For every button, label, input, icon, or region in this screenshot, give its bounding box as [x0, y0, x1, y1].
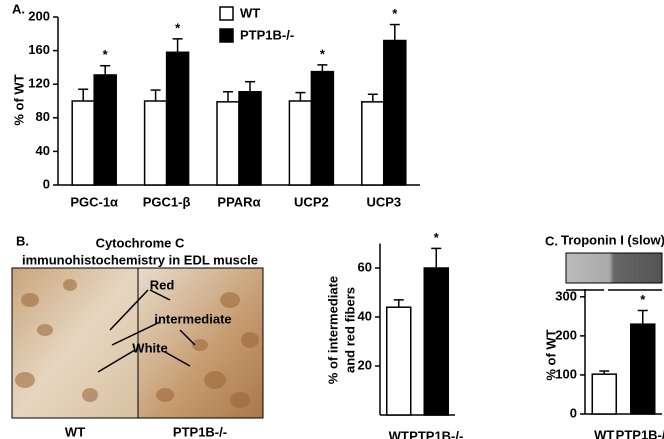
bar — [165, 51, 190, 186]
bar — [591, 373, 617, 415]
bar — [238, 91, 262, 186]
bar — [71, 100, 95, 186]
y-axis-label: and red fibers — [342, 287, 357, 373]
bar — [630, 323, 656, 415]
y-tick-label: 100 — [555, 366, 577, 381]
significance-label: * — [175, 20, 181, 35]
fiber-texture — [15, 279, 259, 408]
y-tick-label: 40 — [36, 143, 50, 158]
x-tick-label: PGC-1α — [70, 194, 118, 209]
legend-label: WT — [240, 5, 260, 20]
y-axis-label: % of intermediate — [325, 276, 340, 384]
x-tick-label: PGC1-β — [143, 194, 191, 209]
bar — [143, 100, 168, 186]
y-tick-label: 20 — [358, 357, 372, 372]
image-label: White — [132, 340, 167, 355]
panel-label: B. — [16, 233, 29, 248]
y-tick-label: 200 — [555, 327, 577, 342]
y-tick-label: 0 — [43, 176, 50, 191]
legend-swatch — [219, 6, 234, 21]
significance-label: * — [434, 230, 440, 245]
y-tick-label: 40 — [358, 308, 372, 323]
panel-title: Cytochrome C — [96, 235, 185, 250]
x-tick-label: UCP3 — [366, 194, 401, 209]
x-tick-label: PTP1B-/- — [616, 427, 664, 439]
y-tick-label: 300 — [555, 288, 577, 303]
significance-label: * — [392, 6, 398, 21]
y-axis-label: % of WT — [11, 74, 26, 125]
x-tick-label: WT — [594, 427, 614, 439]
y-axis-label: % of WT — [543, 329, 558, 380]
y-tick-label: 0 — [570, 405, 577, 420]
y-tick-label: 80 — [36, 109, 50, 124]
image-label: intermediate — [154, 311, 231, 326]
pointer-lines — [97, 289, 196, 373]
bar — [383, 39, 407, 186]
bar — [386, 306, 412, 416]
western-blot — [565, 252, 663, 284]
bar — [423, 267, 449, 416]
image-label: Red — [150, 277, 175, 292]
panel-title: immunohistochemistry in EDL muscle — [22, 252, 258, 267]
y-tick-label: 200 — [28, 8, 50, 23]
panel-label: A. — [12, 1, 25, 16]
significance-label: * — [640, 292, 646, 307]
bar — [361, 101, 385, 186]
x-tick-label: UCP2 — [294, 194, 329, 209]
panel-label: C. — [545, 233, 558, 248]
x-tick-label: PTP1B-/- — [409, 428, 463, 439]
significance-label: * — [320, 46, 326, 61]
y-tick-label: 120 — [28, 76, 50, 91]
blot-label: Troponin I (slow) — [561, 232, 664, 247]
micrograph-wt — [11, 267, 139, 419]
bar — [288, 100, 313, 186]
legend-swatch — [219, 28, 234, 43]
image-caption: WT — [65, 424, 85, 439]
y-tick-label: 160 — [28, 42, 50, 57]
x-tick-label: PPARα — [217, 194, 260, 209]
x-tick-label: WT — [389, 428, 409, 439]
y-tick-label: 60 — [358, 259, 372, 274]
image-caption: PTP1B-/- — [173, 424, 227, 439]
bar — [310, 70, 335, 186]
legend-label: PTP1B-/- — [240, 27, 294, 42]
bar — [93, 74, 117, 186]
bar — [216, 101, 240, 186]
significance-label: * — [103, 47, 109, 62]
